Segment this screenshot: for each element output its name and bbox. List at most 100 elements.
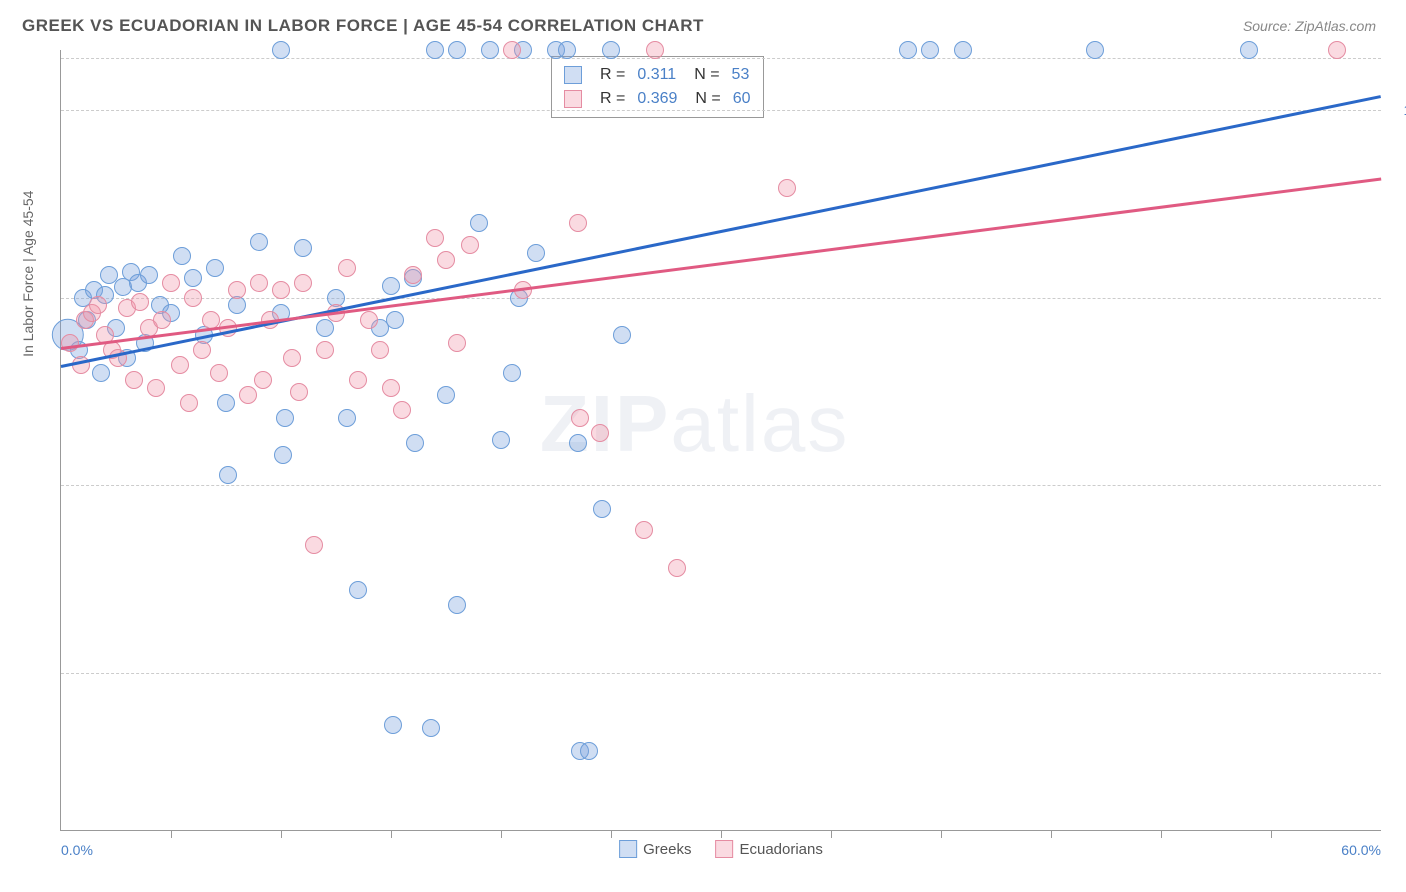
data-point (580, 742, 598, 760)
data-point (316, 319, 334, 337)
data-point (219, 466, 237, 484)
swatch-ecuadorians (715, 840, 733, 858)
n-value-greeks: 53 (732, 63, 750, 87)
data-point (228, 281, 246, 299)
data-point (290, 383, 308, 401)
data-point (338, 409, 356, 427)
x-tick (831, 830, 832, 838)
legend-row: R = 0.369 N = 60 (564, 87, 751, 111)
data-point (173, 247, 191, 265)
data-point (210, 364, 228, 382)
data-point (461, 236, 479, 254)
n-label: N = (694, 63, 719, 87)
watermark-bold: ZIP (540, 379, 670, 468)
x-tick (941, 830, 942, 838)
data-point (276, 409, 294, 427)
data-point (778, 179, 796, 197)
r-value-ecuadorians: 0.369 (637, 87, 677, 111)
data-point (206, 259, 224, 277)
gridline (61, 58, 1381, 59)
series-legend: Greeks Ecuadorians (619, 840, 823, 858)
x-tick (391, 830, 392, 838)
data-point (283, 349, 301, 367)
data-point (481, 41, 499, 59)
data-point (404, 266, 422, 284)
legend-label-ecuadorians: Ecuadorians (739, 841, 822, 858)
data-point (92, 364, 110, 382)
data-point (180, 394, 198, 412)
data-point (448, 334, 466, 352)
data-point (613, 326, 631, 344)
data-point (360, 311, 378, 329)
gridline (61, 110, 1381, 111)
data-point (162, 274, 180, 292)
x-tick (721, 830, 722, 838)
data-point (131, 293, 149, 311)
gridline (61, 673, 1381, 674)
data-point (668, 559, 686, 577)
n-value-ecuadorians: 60 (733, 87, 751, 111)
data-point (899, 41, 917, 59)
swatch-greeks (619, 840, 637, 858)
plot-area: ZIPatlas R = 0.311 N = 53 R = 0.369 N = … (60, 50, 1381, 831)
data-point (1328, 41, 1346, 59)
data-point (503, 41, 521, 59)
data-point (89, 296, 107, 314)
regression-line (61, 178, 1381, 350)
data-point (426, 229, 444, 247)
data-point (305, 536, 323, 554)
data-point (338, 259, 356, 277)
chart-title: GREEK VS ECUADORIAN IN LABOR FORCE | AGE… (22, 16, 704, 36)
data-point (316, 341, 334, 359)
x-axis-max: 60.0% (1341, 842, 1381, 858)
data-point (254, 371, 272, 389)
data-point (272, 41, 290, 59)
y-axis-title: In Labor Force | Age 45-54 (20, 191, 36, 357)
source-label: Source: ZipAtlas.com (1243, 18, 1376, 34)
watermark: ZIPatlas (540, 378, 849, 470)
data-point (635, 521, 653, 539)
data-point (349, 371, 367, 389)
data-point (422, 719, 440, 737)
data-point (239, 386, 257, 404)
data-point (569, 434, 587, 452)
data-point (492, 431, 510, 449)
watermark-light: atlas (670, 379, 849, 468)
data-point (153, 311, 171, 329)
data-point (448, 41, 466, 59)
x-tick (1051, 830, 1052, 838)
data-point (294, 239, 312, 257)
legend-row: R = 0.311 N = 53 (564, 63, 751, 87)
legend-item-greeks: Greeks (619, 840, 691, 858)
data-point (274, 446, 292, 464)
data-point (125, 371, 143, 389)
data-point (272, 281, 290, 299)
x-axis-min: 0.0% (61, 842, 93, 858)
x-tick (1271, 830, 1272, 838)
data-point (954, 41, 972, 59)
data-point (571, 409, 589, 427)
data-point (171, 356, 189, 374)
data-point (386, 311, 404, 329)
data-point (503, 364, 521, 382)
data-point (250, 233, 268, 251)
x-tick (171, 830, 172, 838)
legend-label-greeks: Greeks (643, 841, 691, 858)
regression-line (61, 95, 1382, 368)
data-point (184, 269, 202, 287)
x-tick (281, 830, 282, 838)
x-tick (1161, 830, 1162, 838)
data-point (921, 41, 939, 59)
data-point (217, 394, 235, 412)
legend-item-ecuadorians: Ecuadorians (715, 840, 822, 858)
data-point (184, 289, 202, 307)
data-point (437, 386, 455, 404)
data-point (437, 251, 455, 269)
data-point (147, 379, 165, 397)
data-point (426, 41, 444, 59)
gridline (61, 298, 1381, 299)
data-point (527, 244, 545, 262)
data-point (1086, 41, 1104, 59)
data-point (371, 341, 389, 359)
data-point (602, 41, 620, 59)
